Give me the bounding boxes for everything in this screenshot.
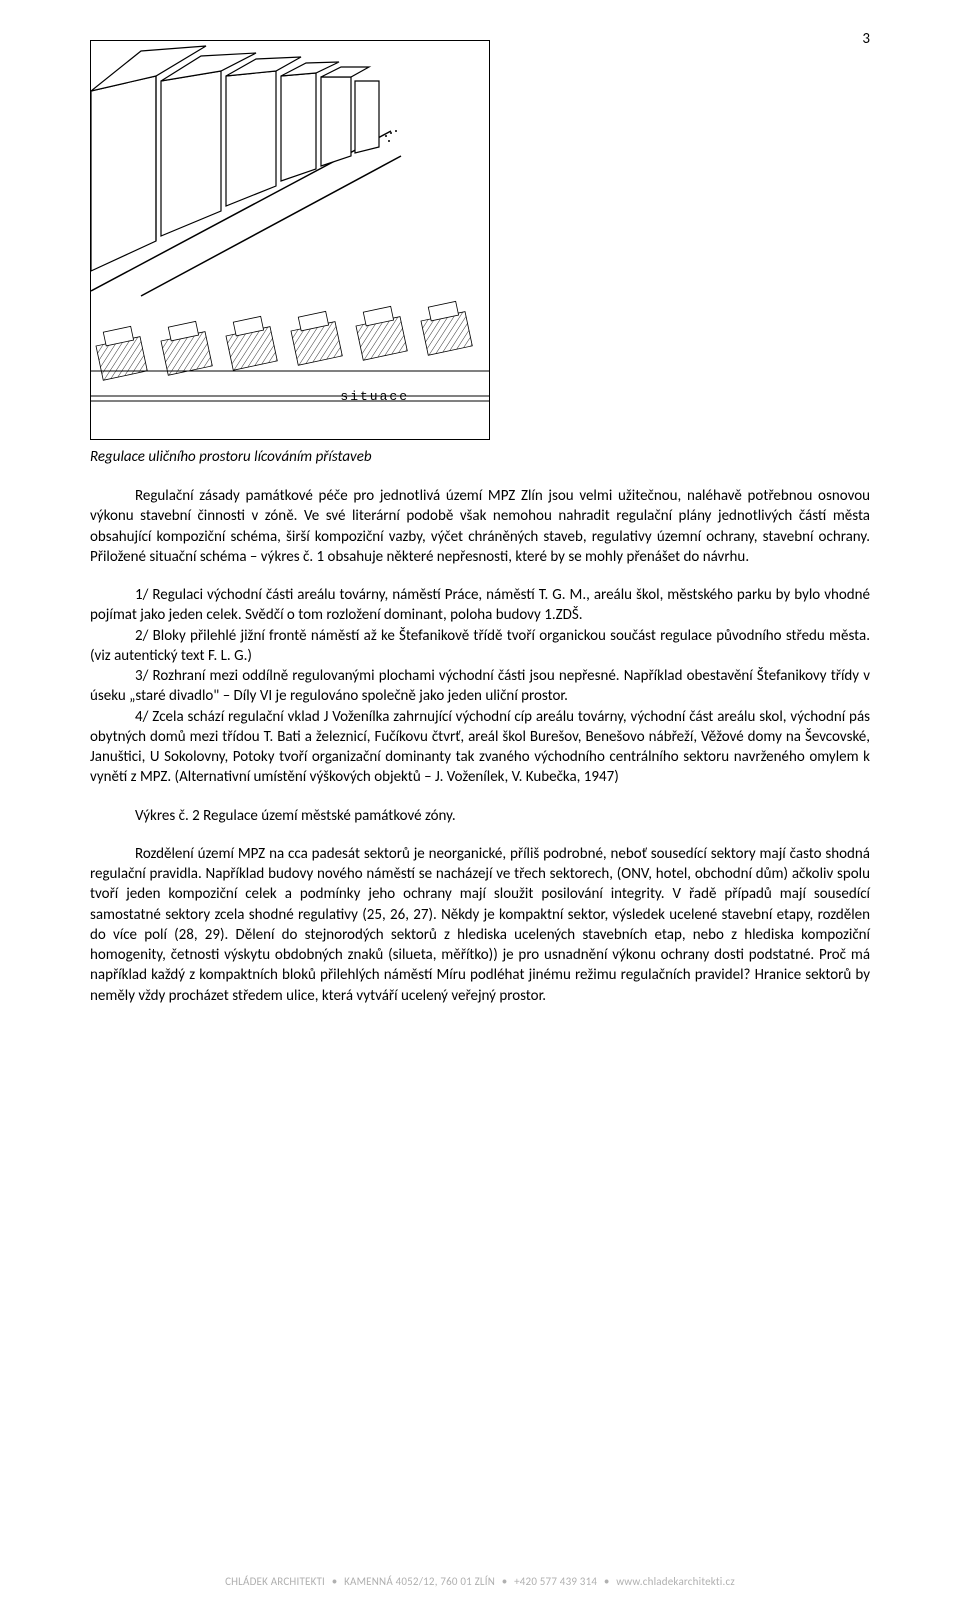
paragraph-list: 1/ Regulaci východní části areálu továrn… — [90, 585, 870, 788]
footer-phone: +420 577 439 314 — [514, 1575, 597, 1588]
footer-address: KAMENNÁ 4052/12, 760 01 ZLÍN — [344, 1575, 495, 1588]
paragraph-rozdeleni: Rozdělení území MPZ na cca padesát sekto… — [90, 844, 870, 1006]
architectural-sketch — [91, 41, 489, 439]
list-item-1: 1/ Regulaci východní části areálu továrn… — [90, 585, 870, 626]
list-item-3: 3/ Rozhraní mezi oddílně regulovanými pl… — [90, 666, 870, 707]
footer-company: CHLÁDEK ARCHITEKTI — [225, 1575, 325, 1588]
footer-bullet-3: • — [600, 1575, 614, 1588]
page-footer: CHLÁDEK ARCHITEKTI • KAMENNÁ 4052/12, 76… — [0, 1575, 960, 1588]
page-number: 3 — [862, 30, 870, 48]
footer-bullet-1: • — [328, 1575, 342, 1588]
figure-situace: situace — [90, 40, 490, 440]
paragraph-intro: Regulační zásady památkové péče pro jedn… — [90, 486, 870, 567]
figure-inner-label: situace — [340, 389, 409, 404]
list-item-2: 2/ Bloky přilehlé jižní frontě náměstí a… — [90, 626, 870, 667]
footer-website: www.chladekarchitekti.cz — [616, 1575, 735, 1588]
list-item-4: 4/ Zcela schází regulační vklad J Vožení… — [90, 707, 870, 788]
paragraph-vykres: Výkres č. 2 Regulace území městské památ… — [90, 806, 870, 826]
figure-caption: Regulace uličního prostoru lícováním pří… — [90, 448, 870, 466]
footer-bullet-2: • — [498, 1575, 512, 1588]
